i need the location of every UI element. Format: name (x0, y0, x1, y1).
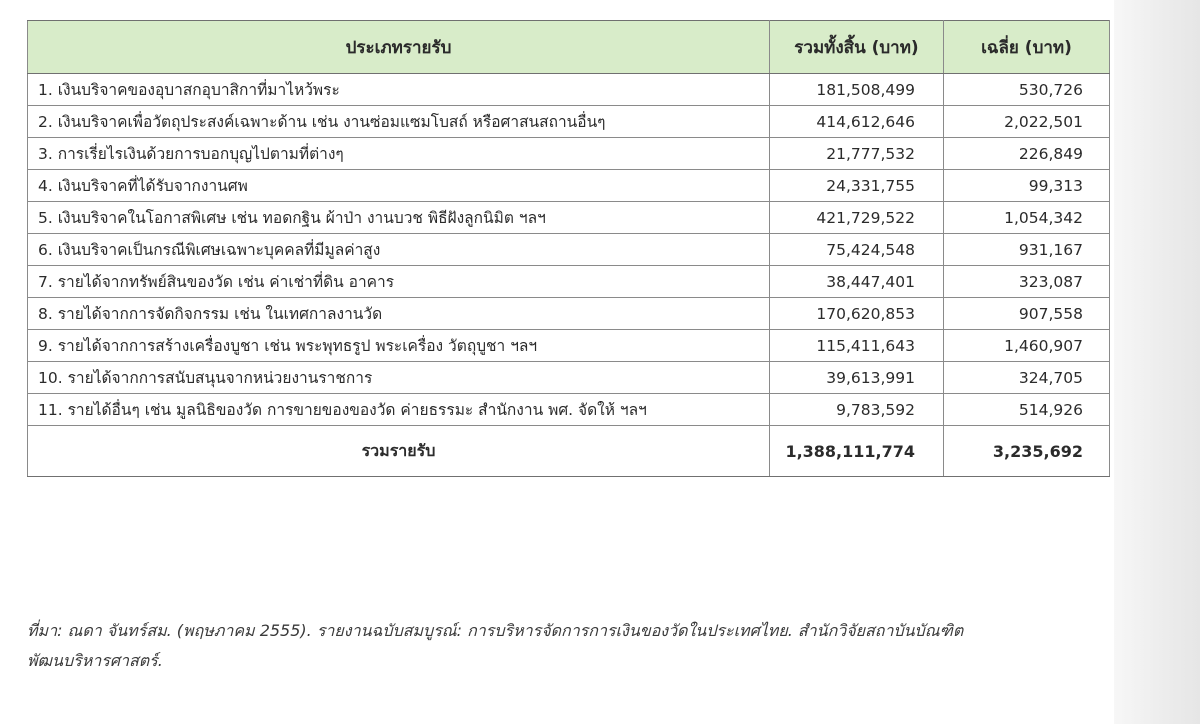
row-label: 6. เงินบริจาคเป็นกรณีพิเศษเฉพาะบุคคลที่ม… (27, 233, 770, 266)
row-total: 115,411,643 (769, 329, 944, 362)
table-footer: รวมรายรับ 1,388,111,774 3,235,692 (27, 425, 1110, 477)
source-citation: ที่มา: ณดา จันทร์สม. (พฤษภาคม 2555). ราย… (27, 616, 1112, 676)
table-row: 7. รายได้จากทรัพย์สินของวัด เช่น ค่าเช่า… (27, 265, 1110, 298)
summary-label: รวมรายรับ (27, 425, 770, 477)
table-row: 3. การเรี่ยไรเงินด้วยการบอกบุญไปตามที่ต่… (27, 137, 1110, 170)
income-table: ประเภทรายรับ รวมทั้งสิ้น (บาท) เฉลี่ย (บ… (27, 20, 1110, 477)
row-label: 11. รายได้อื่นๆ เช่น มูลนิธิของวัด การขา… (27, 393, 770, 426)
document-page: ประเภทรายรับ รวมทั้งสิ้น (บาท) เฉลี่ย (บ… (27, 20, 1112, 676)
table-row: 8. รายได้จากการจัดกิจกรรม เช่น ในเทศกาลง… (27, 297, 1110, 330)
row-label: 4. เงินบริจาคที่ได้รับจากงานศพ (27, 169, 770, 202)
row-label: 2. เงินบริจาคเพื่อวัตถุประสงค์เฉพาะด้าน … (27, 105, 770, 138)
row-average: 324,705 (943, 361, 1110, 394)
summary-average: 3,235,692 (943, 425, 1110, 477)
row-label: 3. การเรี่ยไรเงินด้วยการบอกบุญไปตามที่ต่… (27, 137, 770, 170)
table-body: 1. เงินบริจาคของอุบาสกอุบาสิกาที่มาไหว้พ… (27, 73, 1110, 426)
source-line-2: พัฒนบริหารศาสตร์. (27, 651, 163, 670)
row-label: 1. เงินบริจาคของอุบาสกอุบาสิกาที่มาไหว้พ… (27, 73, 770, 106)
table-row: 5. เงินบริจาคในโอกาสพิเศษ เช่น ทอดกฐิน ผ… (27, 201, 1110, 234)
row-average: 2,022,501 (943, 105, 1110, 138)
header-income-type: ประเภทรายรับ (27, 20, 770, 74)
table-row: 4. เงินบริจาคที่ได้รับจากงานศพ 24,331,75… (27, 169, 1110, 202)
row-total: 21,777,532 (769, 137, 944, 170)
summary-row: รวมรายรับ 1,388,111,774 3,235,692 (27, 425, 1110, 477)
row-total: 38,447,401 (769, 265, 944, 298)
row-total: 181,508,499 (769, 73, 944, 106)
row-average: 931,167 (943, 233, 1110, 266)
table-row: 11. รายได้อื่นๆ เช่น มูลนิธิของวัด การขา… (27, 393, 1110, 426)
table-row: 9. รายได้จากการสร้างเครื่องบูชา เช่น พระ… (27, 329, 1110, 362)
table-row: 2. เงินบริจาคเพื่อวัตถุประสงค์เฉพาะด้าน … (27, 105, 1110, 138)
row-label: 9. รายได้จากการสร้างเครื่องบูชา เช่น พระ… (27, 329, 770, 362)
table-row: 10. รายได้จากการสนับสนุนจากหน่วยงานราชกา… (27, 361, 1110, 394)
row-label: 5. เงินบริจาคในโอกาสพิเศษ เช่น ทอดกฐิน ผ… (27, 201, 770, 234)
row-total: 75,424,548 (769, 233, 944, 266)
header-average: เฉลี่ย (บาท) (943, 20, 1110, 74)
row-total: 9,783,592 (769, 393, 944, 426)
row-label: 8. รายได้จากการจัดกิจกรรม เช่น ในเทศกาลง… (27, 297, 770, 330)
header-row: ประเภทรายรับ รวมทั้งสิ้น (บาท) เฉลี่ย (บ… (27, 20, 1110, 74)
row-total: 39,613,991 (769, 361, 944, 394)
row-total: 421,729,522 (769, 201, 944, 234)
row-label: 7. รายได้จากทรัพย์สินของวัด เช่น ค่าเช่า… (27, 265, 770, 298)
row-average: 1,054,342 (943, 201, 1110, 234)
row-average: 514,926 (943, 393, 1110, 426)
row-average: 907,558 (943, 297, 1110, 330)
row-total: 414,612,646 (769, 105, 944, 138)
page-edge-shadow (1114, 0, 1200, 724)
header-total: รวมทั้งสิ้น (บาท) (769, 20, 944, 74)
table-row: 1. เงินบริจาคของอุบาสกอุบาสิกาที่มาไหว้พ… (27, 73, 1110, 106)
row-average: 226,849 (943, 137, 1110, 170)
source-line-1: ที่มา: ณดา จันทร์สม. (พฤษภาคม 2555). ราย… (27, 621, 964, 640)
table-row: 6. เงินบริจาคเป็นกรณีพิเศษเฉพาะบุคคลที่ม… (27, 233, 1110, 266)
row-total: 24,331,755 (769, 169, 944, 202)
row-label: 10. รายได้จากการสนับสนุนจากหน่วยงานราชกา… (27, 361, 770, 394)
summary-total: 1,388,111,774 (769, 425, 944, 477)
row-average: 323,087 (943, 265, 1110, 298)
row-average: 530,726 (943, 73, 1110, 106)
row-average: 1,460,907 (943, 329, 1110, 362)
table-header: ประเภทรายรับ รวมทั้งสิ้น (บาท) เฉลี่ย (บ… (27, 20, 1110, 74)
row-total: 170,620,853 (769, 297, 944, 330)
row-average: 99,313 (943, 169, 1110, 202)
